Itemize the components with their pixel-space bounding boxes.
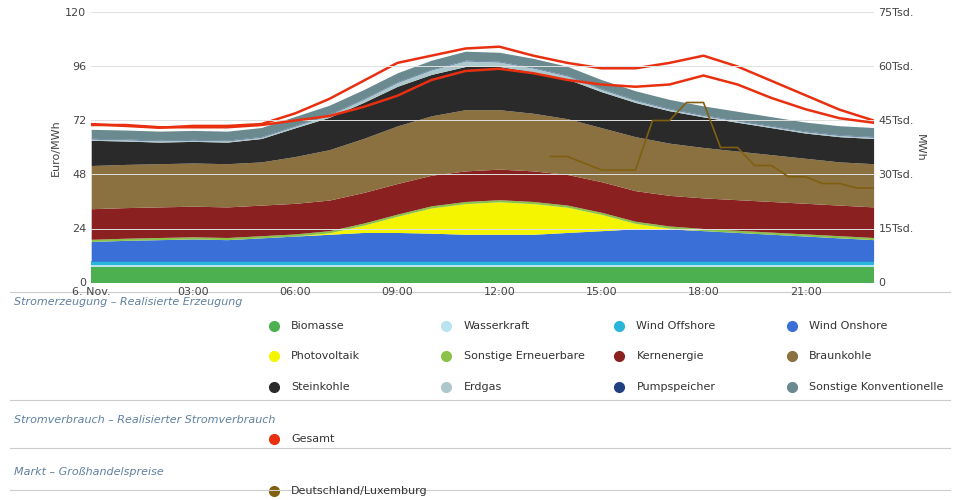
Text: Wind Offshore: Wind Offshore: [636, 321, 716, 331]
Text: Gesamt: Gesamt: [291, 434, 334, 444]
Text: Stromverbrauch – Realisierter Stromverbrauch: Stromverbrauch – Realisierter Stromverbr…: [14, 414, 276, 424]
Text: Braunkohle: Braunkohle: [809, 352, 873, 362]
Text: Wasserkraft: Wasserkraft: [464, 321, 530, 331]
Text: Erdgas: Erdgas: [464, 382, 502, 392]
Text: Stromerzeugung – Realisierte Erzeugung: Stromerzeugung – Realisierte Erzeugung: [14, 297, 243, 307]
Text: Sonstige Konventionelle: Sonstige Konventionelle: [809, 382, 944, 392]
Y-axis label: Euro/MWh: Euro/MWh: [51, 119, 61, 176]
Text: Photovoltaik: Photovoltaik: [291, 352, 360, 362]
Text: Wind Onshore: Wind Onshore: [809, 321, 888, 331]
Text: Biomasse: Biomasse: [291, 321, 345, 331]
Text: Steinkohle: Steinkohle: [291, 382, 349, 392]
Text: Markt – Großhandelspreise: Markt – Großhandelspreise: [14, 466, 164, 476]
Text: Deutschland/Luxemburg: Deutschland/Luxemburg: [291, 486, 427, 496]
Text: Kernenergie: Kernenergie: [636, 352, 704, 362]
Text: Sonstige Erneuerbare: Sonstige Erneuerbare: [464, 352, 585, 362]
Y-axis label: MWh: MWh: [915, 134, 925, 162]
Text: Pumpspeicher: Pumpspeicher: [636, 382, 715, 392]
